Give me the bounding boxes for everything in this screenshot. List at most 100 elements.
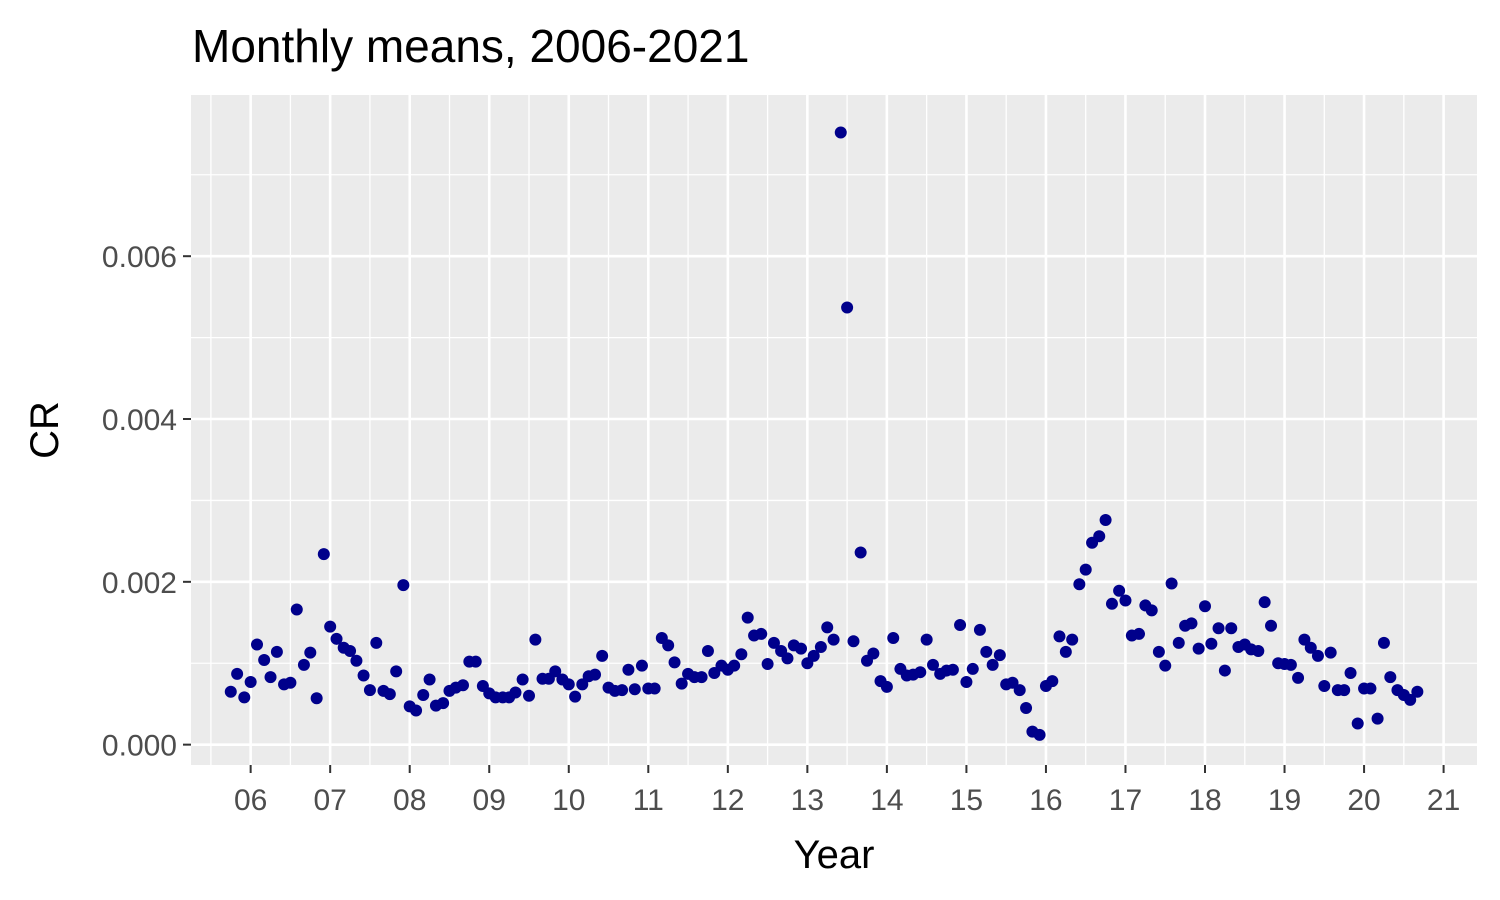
data-point	[1172, 636, 1185, 649]
data-point	[258, 653, 271, 666]
data-point	[1105, 597, 1118, 610]
data-point	[1152, 645, 1165, 658]
data-point	[827, 633, 840, 646]
data-point	[1318, 680, 1331, 693]
x-tick-label: 10	[552, 784, 585, 817]
data-point	[576, 678, 589, 691]
data-point	[363, 684, 376, 697]
x-tick-label: 16	[1029, 784, 1062, 817]
data-point	[297, 658, 310, 671]
data-point	[1066, 633, 1079, 646]
data-point	[330, 632, 343, 645]
data-point	[1013, 684, 1026, 697]
data-point	[741, 611, 754, 624]
data-point	[569, 690, 582, 703]
data-point	[350, 654, 363, 667]
data-point	[469, 655, 482, 668]
x-tick-label: 20	[1347, 784, 1380, 817]
x-tick-label: 21	[1427, 784, 1460, 817]
data-point	[423, 673, 436, 686]
data-point	[635, 659, 648, 672]
data-point	[1377, 636, 1390, 649]
data-point	[701, 645, 714, 658]
data-point	[251, 638, 264, 651]
data-point	[1199, 600, 1212, 613]
data-point	[270, 645, 283, 658]
y-tick-label: 0.004	[102, 404, 177, 437]
data-point	[960, 675, 973, 688]
data-point	[695, 671, 708, 684]
data-point	[1119, 594, 1132, 607]
data-point	[1006, 676, 1019, 689]
x-tick-label: 07	[313, 784, 346, 817]
data-point	[523, 689, 536, 702]
data-point	[854, 546, 867, 559]
data-point	[357, 669, 370, 682]
chart-title: Monthly means, 2006-2021	[192, 20, 749, 72]
data-point	[648, 682, 661, 695]
data-point	[668, 656, 681, 669]
data-point	[1113, 584, 1126, 597]
data-point	[1324, 646, 1337, 659]
data-point	[596, 649, 609, 662]
data-point	[841, 301, 854, 314]
x-tick-label: 17	[1109, 784, 1142, 817]
data-point	[1225, 622, 1238, 635]
y-axis-title: CR	[23, 401, 67, 459]
data-point	[1351, 717, 1364, 730]
data-point	[847, 635, 860, 648]
data-point	[317, 548, 330, 561]
data-point	[1059, 645, 1072, 658]
x-tick-label: 19	[1268, 784, 1301, 817]
data-point	[1404, 693, 1417, 706]
y-tick-label: 0.002	[102, 567, 177, 600]
x-tick-label: 08	[393, 784, 426, 817]
data-point	[1020, 702, 1033, 715]
data-point	[755, 627, 768, 640]
data-point	[1159, 659, 1172, 672]
data-point	[767, 636, 780, 649]
data-point	[781, 652, 794, 665]
data-point	[1079, 563, 1092, 576]
data-point	[284, 676, 297, 689]
x-tick-label: 06	[234, 784, 267, 817]
data-point	[1033, 728, 1046, 741]
data-point	[1284, 658, 1297, 671]
data-point	[1185, 617, 1198, 630]
data-point	[456, 679, 469, 692]
data-point	[244, 675, 257, 688]
data-point	[1053, 630, 1066, 643]
y-tick-label: 0.000	[102, 730, 177, 763]
data-point	[1258, 596, 1271, 609]
data-point	[310, 692, 323, 705]
data-point	[1311, 649, 1324, 662]
data-point	[1073, 578, 1086, 591]
data-point	[1145, 604, 1158, 617]
data-point	[1344, 667, 1357, 680]
data-point	[1371, 712, 1384, 725]
data-point	[708, 667, 721, 680]
data-point	[383, 688, 396, 701]
data-point	[529, 633, 542, 646]
data-point	[224, 685, 237, 698]
data-point	[1411, 685, 1424, 698]
x-axis: 06 07 08 09 10 11 12 13 14 15 16 17 18 19 20 21	[234, 765, 1460, 817]
data-point	[1093, 530, 1106, 543]
x-tick-label: 15	[950, 784, 983, 817]
x-tick-label: 18	[1188, 784, 1221, 817]
data-point	[728, 659, 741, 672]
data-point	[675, 677, 688, 690]
data-point	[814, 640, 827, 653]
data-point	[1338, 684, 1351, 697]
data-point	[344, 645, 357, 658]
data-point	[562, 678, 575, 691]
data-point	[1099, 513, 1112, 526]
data-point	[1252, 645, 1265, 658]
data-point	[794, 642, 807, 655]
data-point	[437, 697, 450, 710]
data-point	[410, 704, 423, 717]
data-point	[1265, 619, 1278, 632]
data-point	[880, 680, 893, 693]
data-point	[622, 663, 635, 676]
